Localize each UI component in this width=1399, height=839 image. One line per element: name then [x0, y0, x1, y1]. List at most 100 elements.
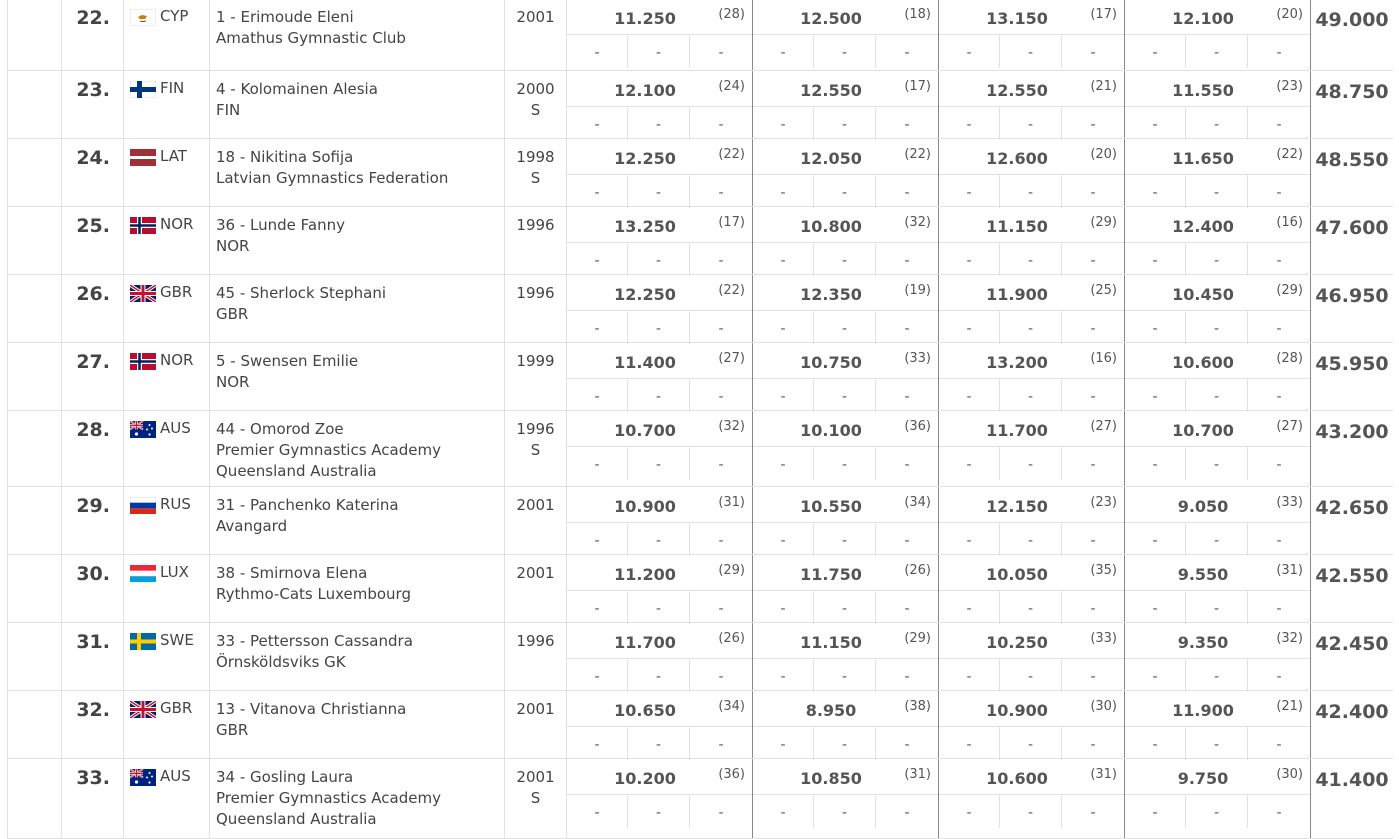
sub-score: - [753, 174, 814, 208]
lead-cell [7, 275, 62, 343]
apparatus-score: 12.500 [800, 9, 862, 28]
apparatus-rank: (33) [904, 351, 931, 366]
sub-score: - [1000, 174, 1062, 208]
sub-score: - [567, 242, 628, 276]
sub-score: - [939, 522, 1000, 556]
apparatus-rank: (26) [718, 631, 745, 646]
apparatus-cell: 9.550 (31) - - - [1125, 555, 1311, 624]
apparatus-cell: 10.750 (33) - - - [753, 343, 939, 412]
row-divider [7, 206, 1393, 207]
apparatus-rank: (24) [718, 79, 745, 94]
gbr-flag-icon [130, 285, 156, 302]
gymnast-name[interactable]: 36 - Lunde Fanny [216, 216, 345, 234]
apparatus-score: 13.250 [614, 217, 676, 236]
apparatus-score: 9.750 [1177, 769, 1229, 788]
sub-score: - [628, 378, 690, 412]
rank: 32. [76, 699, 110, 721]
gymnast-name[interactable]: 13 - Vitanova Christianna [216, 700, 407, 718]
club-name: GBR [216, 721, 249, 739]
sub-score: - [814, 726, 876, 760]
apparatus-cell: 12.400 (16) - - - [1125, 207, 1311, 276]
sub-score: - [1062, 242, 1124, 276]
club-name: Premier Gymnastics Academy [216, 441, 441, 459]
nation-code: GBR [160, 699, 193, 717]
apparatus-cell: 12.250 (22) - - - [567, 275, 753, 344]
sub-score: - [753, 794, 814, 828]
club-name: GBR [216, 305, 249, 323]
sub-score: - [1248, 726, 1310, 760]
apparatus-score: 11.150 [800, 633, 862, 652]
apparatus-score: 8.950 [805, 701, 857, 720]
sub-score: - [1000, 310, 1062, 344]
gymnast-name[interactable]: 5 - Swensen Emilie [216, 352, 359, 370]
sub-score: - [1000, 726, 1062, 760]
sub-score: - [1125, 446, 1186, 480]
apparatus-cell: 10.650 (34) - - - [567, 691, 753, 760]
sub-score: - [876, 726, 938, 760]
nor-flag-icon [130, 353, 156, 370]
sub-score: - [690, 106, 752, 140]
apparatus-cell: 12.550 (17) - - - [753, 71, 939, 140]
apparatus-rank: (19) [904, 283, 931, 298]
nation-code: LAT [160, 147, 187, 165]
club-name: FIN [216, 101, 241, 119]
nation-code: FIN [160, 79, 185, 97]
apparatus-rank: (31) [904, 767, 931, 782]
gymnast-name[interactable]: 1 - Erimoude Eleni [216, 8, 354, 26]
sub-score: - [1248, 310, 1310, 344]
result-row: 33. AUS 34 - Gosling Laura Premier Gymnasti… [7, 759, 1393, 839]
lead-cell [7, 623, 62, 691]
apparatus-score: 12.050 [800, 149, 862, 168]
club-name: Premier Gymnastics Academy [216, 789, 441, 807]
apparatus-rank: (18) [904, 7, 931, 22]
sub-score: - [753, 34, 814, 68]
sub-score: - [1125, 726, 1186, 760]
gymnast-name[interactable]: 45 - Sherlock Stephani [216, 284, 387, 302]
sub-score: - [1125, 34, 1186, 68]
sub-score: - [1248, 590, 1310, 624]
gymnast-name[interactable]: 4 - Kolomainen Alesia [216, 80, 378, 98]
sub-score: - [1125, 794, 1186, 828]
sub-score: - [1000, 794, 1062, 828]
sub-score: - [690, 658, 752, 692]
apparatus-rank: (38) [904, 699, 931, 714]
apparatus-rank: (21) [1276, 699, 1303, 714]
apparatus-score: 10.850 [800, 769, 862, 788]
gymnast-name[interactable]: 38 - Smirnova Elena [216, 564, 368, 582]
sub-score: - [628, 34, 690, 68]
sub-score: - [1000, 522, 1062, 556]
total-score: 42.450 [1315, 633, 1389, 655]
gymnast-name[interactable]: 18 - Nikitina Sofija [216, 148, 354, 166]
senior-flag: S [530, 169, 541, 187]
sub-score: - [753, 106, 814, 140]
apparatus-cell: 13.200 (16) - - - [939, 343, 1125, 412]
club-name: NOR [216, 237, 250, 255]
sub-score: - [628, 106, 690, 140]
sub-score: - [1186, 658, 1248, 692]
gymnast-name[interactable]: 44 - Omorod Zoe [216, 420, 344, 438]
sub-score: - [876, 34, 938, 68]
apparatus-score: 12.550 [800, 81, 862, 100]
total-score: 42.650 [1315, 497, 1389, 519]
sub-score: - [1125, 106, 1186, 140]
birth-year: 2001 [516, 700, 555, 718]
sub-score: - [876, 242, 938, 276]
apparatus-rank: (23) [1090, 495, 1117, 510]
result-row: 32. GBR 13 - Vitanova Christianna GBR 2001 10… [7, 691, 1393, 760]
nation-code: AUS [160, 419, 191, 437]
apparatus-cell: 12.600 (20) - - - [939, 139, 1125, 208]
gymnast-name[interactable]: 33 - Pettersson Cassandra [216, 632, 413, 650]
apparatus-rank: (29) [718, 563, 745, 578]
gymnast-name[interactable]: 34 - Gosling Laura [216, 768, 354, 786]
apparatus-score: 12.100 [1172, 9, 1234, 28]
nation-code: SWE [160, 631, 194, 649]
sub-score: - [1248, 242, 1310, 276]
sub-score: - [814, 794, 876, 828]
apparatus-rank: (31) [1090, 767, 1117, 782]
gymnast-name[interactable]: 31 - Panchenko Katerina [216, 496, 399, 514]
sub-score: - [690, 522, 752, 556]
sub-score: - [876, 658, 938, 692]
lead-cell [7, 691, 62, 759]
apparatus-rank: (32) [1276, 631, 1303, 646]
apparatus-cell: 10.900 (31) - - - [567, 487, 753, 556]
